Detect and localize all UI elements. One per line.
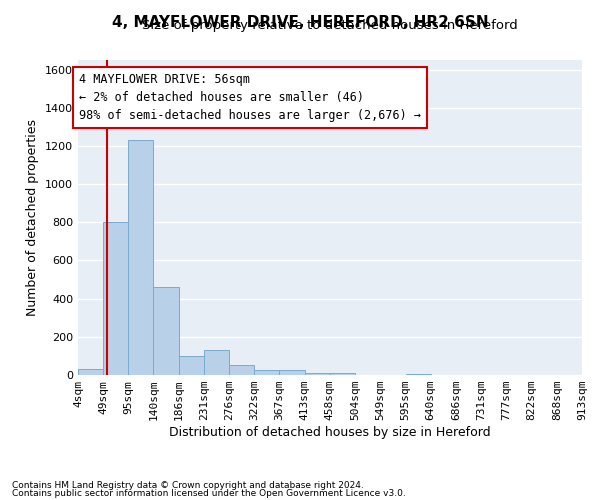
Text: 4 MAYFLOWER DRIVE: 56sqm
← 2% of detached houses are smaller (46)
98% of semi-de: 4 MAYFLOWER DRIVE: 56sqm ← 2% of detache… [79, 74, 421, 122]
Bar [179, 356, 204, 375]
Bar [78, 370, 103, 375]
Bar [204, 350, 229, 375]
Bar [406, 374, 431, 375]
Bar [330, 373, 355, 375]
Text: Contains public sector information licensed under the Open Government Licence v3: Contains public sector information licen… [12, 488, 406, 498]
Text: 4, MAYFLOWER DRIVE, HEREFORD, HR2 6SN: 4, MAYFLOWER DRIVE, HEREFORD, HR2 6SN [112, 15, 488, 30]
Bar [128, 140, 154, 375]
Bar [305, 373, 330, 375]
Title: Size of property relative to detached houses in Hereford: Size of property relative to detached ho… [142, 20, 518, 32]
Bar [254, 370, 279, 375]
Bar [279, 370, 305, 375]
Text: Contains HM Land Registry data © Crown copyright and database right 2024.: Contains HM Land Registry data © Crown c… [12, 481, 364, 490]
X-axis label: Distribution of detached houses by size in Hereford: Distribution of detached houses by size … [169, 426, 491, 439]
Bar [154, 287, 179, 375]
Bar [229, 366, 254, 375]
Bar [103, 222, 128, 375]
Y-axis label: Number of detached properties: Number of detached properties [26, 119, 40, 316]
